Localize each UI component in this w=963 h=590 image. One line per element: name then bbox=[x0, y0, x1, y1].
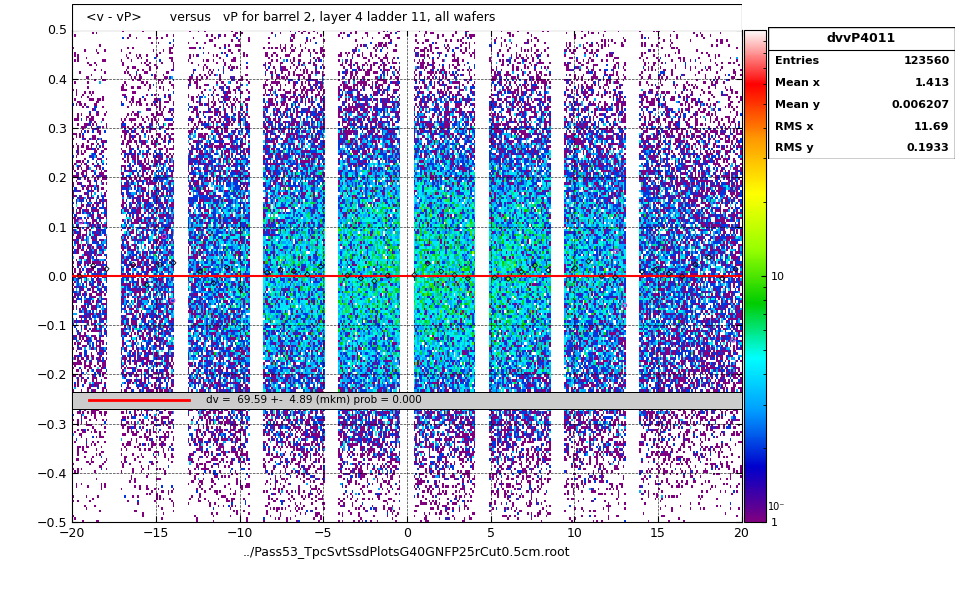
Point bbox=[259, 268, 274, 277]
Point bbox=[99, 264, 115, 274]
Point bbox=[286, 267, 301, 276]
Point bbox=[725, 335, 741, 345]
Point bbox=[166, 258, 181, 267]
Text: 0.006207: 0.006207 bbox=[892, 100, 950, 110]
Point bbox=[447, 270, 462, 280]
Point bbox=[193, 267, 208, 276]
Text: Entries: Entries bbox=[775, 56, 820, 66]
Point bbox=[420, 258, 435, 268]
X-axis label: ../Pass53_TpcSvtSsdPlotsG40GNFP25rCut0.5cm.root: ../Pass53_TpcSvtSsdPlotsG40GNFP25rCut0.5… bbox=[243, 546, 571, 559]
Point bbox=[165, 296, 180, 305]
Text: 1.413: 1.413 bbox=[915, 78, 950, 88]
Point bbox=[635, 267, 650, 276]
Point bbox=[661, 269, 676, 278]
Text: <v - vP>       versus   vP for barrel 2, layer 4 ladder 11, all wafers: <v - vP> versus vP for barrel 2, layer 4… bbox=[86, 11, 495, 24]
Point bbox=[406, 270, 422, 280]
Point bbox=[152, 260, 168, 270]
Point bbox=[139, 280, 154, 290]
Point bbox=[72, 271, 88, 281]
Point bbox=[273, 265, 288, 274]
Point bbox=[609, 247, 624, 256]
Point bbox=[433, 267, 449, 276]
Point bbox=[701, 253, 716, 263]
Text: RMS y: RMS y bbox=[775, 143, 814, 153]
Point bbox=[157, 232, 172, 241]
Text: dvvP4011: dvvP4011 bbox=[827, 32, 896, 45]
Point bbox=[340, 271, 355, 280]
Point bbox=[688, 260, 703, 269]
Text: 0.1933: 0.1933 bbox=[907, 143, 950, 153]
Point bbox=[125, 260, 141, 270]
Point bbox=[86, 261, 101, 271]
Point bbox=[715, 274, 730, 283]
Text: Mean x: Mean x bbox=[775, 78, 820, 88]
Point bbox=[220, 263, 235, 273]
Text: Mean y: Mean y bbox=[775, 100, 820, 110]
Point bbox=[206, 278, 221, 288]
Point bbox=[514, 267, 530, 277]
Point bbox=[233, 284, 248, 294]
Point bbox=[299, 270, 315, 279]
Point bbox=[527, 261, 542, 270]
Point bbox=[501, 274, 516, 283]
Text: 123560: 123560 bbox=[903, 56, 950, 66]
Point bbox=[367, 276, 382, 286]
Text: 10⁻: 10⁻ bbox=[768, 502, 785, 512]
Point bbox=[487, 273, 503, 282]
Text: dv =  69.59 +-  4.89 (mkm) prob = 0.000: dv = 69.59 +- 4.89 (mkm) prob = 0.000 bbox=[206, 395, 422, 405]
Text: 11.69: 11.69 bbox=[914, 122, 950, 132]
Point bbox=[648, 266, 664, 275]
Point bbox=[540, 266, 556, 275]
Point bbox=[728, 264, 743, 274]
Bar bbox=[72, 392, 742, 409]
Point bbox=[73, 217, 89, 227]
Point bbox=[594, 272, 610, 281]
Point bbox=[460, 274, 476, 283]
Point bbox=[608, 273, 623, 282]
Point bbox=[567, 263, 583, 273]
Point bbox=[581, 257, 596, 266]
Point bbox=[616, 301, 632, 310]
Point bbox=[380, 271, 396, 280]
Text: RMS x: RMS x bbox=[775, 122, 814, 132]
Point bbox=[353, 274, 369, 283]
Point bbox=[674, 272, 690, 281]
Point bbox=[313, 262, 328, 271]
